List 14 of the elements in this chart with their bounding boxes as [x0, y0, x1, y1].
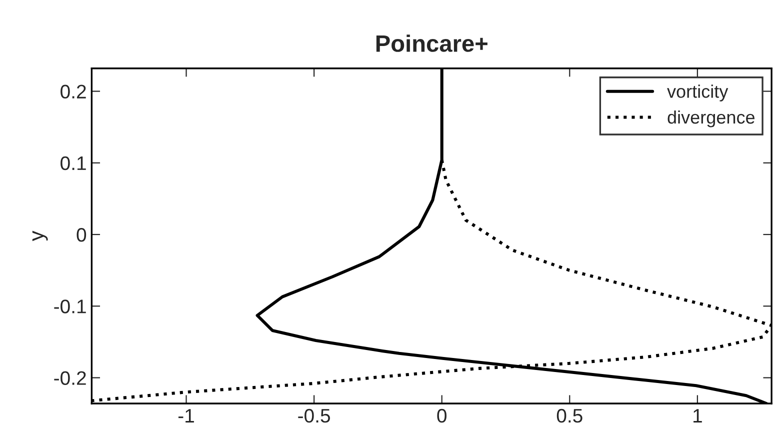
- x-tick-label: 0: [437, 408, 446, 423]
- x-tick-label: 0.5: [556, 408, 582, 423]
- y-axis-title: y: [32, 230, 48, 242]
- y-tick-label: 0.1: [60, 156, 86, 170]
- chart-title: Poincare+: [376, 34, 488, 52]
- x-tick-label: 1: [694, 409, 702, 422]
- legend-label: divergence: [668, 110, 755, 128]
- x-tick-label: -0.5: [298, 408, 330, 423]
- y-tick-label: -0.1: [54, 300, 86, 314]
- y-tick-label: 0.2: [60, 84, 86, 99]
- legend-label: vorticity: [667, 84, 728, 102]
- x-tick-label: -1: [178, 409, 194, 422]
- y-tick-label: 0: [76, 228, 86, 242]
- y-tick-label: -0.2: [54, 371, 86, 385]
